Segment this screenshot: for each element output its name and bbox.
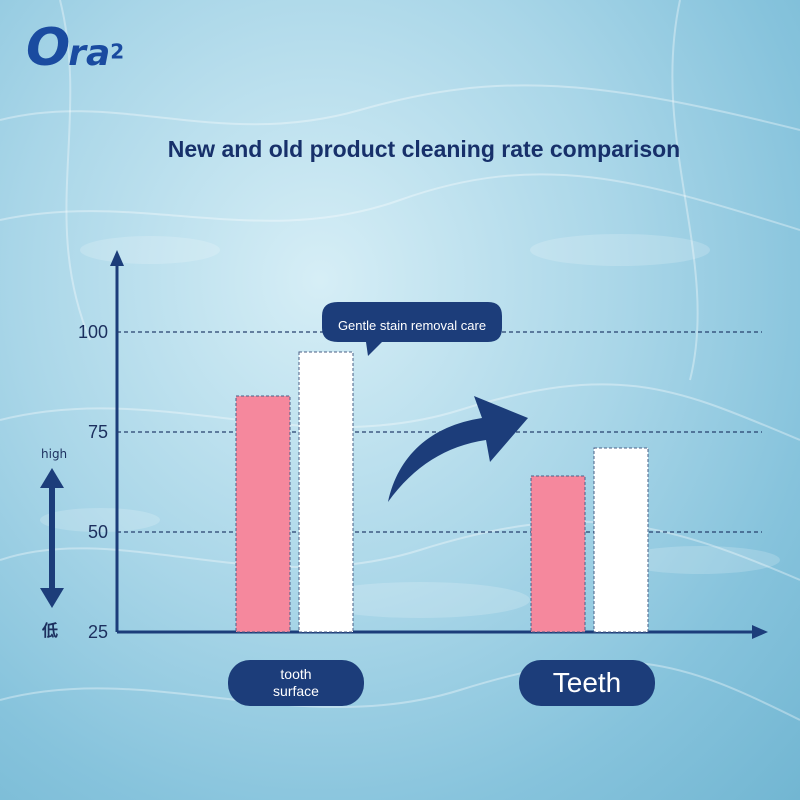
logo-ra: ra [68,33,111,74]
callout-text: Gentle stain removal care [337,318,487,333]
y-tick-label-50: 50 [88,522,108,542]
category-label-tooth-surface: tooth surface [228,660,364,706]
high-low-arrow-icon [40,468,64,608]
curved-arrow-icon [388,396,528,502]
callout-bubble [322,302,502,356]
side-label-high: high [41,447,68,461]
x-axis-arrow [752,625,768,639]
chart-title: New and old product cleaning rate compar… [167,136,681,162]
bar-series1-cat1 [235,395,291,633]
category-label-teeth: Teeth [519,660,655,706]
y-axis-arrow [110,250,124,266]
bar-series2-cat2 [593,447,649,633]
bar-series1-cat2 [530,475,586,633]
y-tick-label-75: 75 [88,422,108,442]
y-tick-label-25: 25 [88,622,108,642]
logo-superscript: 2 [110,39,125,64]
side-label-low: 低 [42,621,59,640]
bar-series2-cat1 [298,351,354,633]
y-tick-label-100: 100 [78,322,108,342]
brand-logo: Ora2 [26,18,124,78]
logo-o: O [26,18,70,78]
